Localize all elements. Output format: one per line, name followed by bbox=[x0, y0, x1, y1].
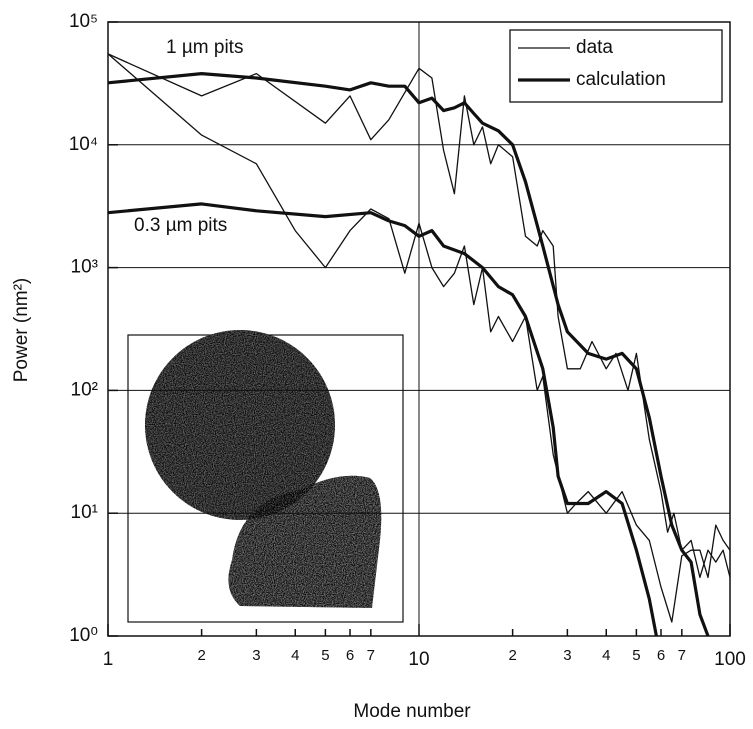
y-axis-label: Power (nm²) bbox=[11, 278, 32, 383]
legend-label: data bbox=[576, 37, 613, 58]
x-tick-label: 3 bbox=[252, 647, 260, 664]
x-tick-label: 7 bbox=[678, 647, 686, 664]
data-line bbox=[107, 72, 710, 637]
x-tick-label: 7 bbox=[367, 647, 375, 664]
y-tick-label: 10⁴ bbox=[69, 134, 98, 155]
x-tick-label: 6 bbox=[657, 647, 665, 664]
data-line bbox=[107, 53, 731, 579]
legend-box bbox=[509, 29, 723, 103]
x-tick-label: 2 bbox=[197, 647, 205, 664]
x-tick-label: 2 bbox=[508, 647, 516, 664]
x-tick-label: 1 bbox=[103, 649, 114, 670]
x-tick-label: 5 bbox=[321, 647, 329, 664]
y-tick-label: 10⁵ bbox=[69, 11, 98, 32]
legend-label: calculation bbox=[576, 69, 666, 90]
x-tick-label: 3 bbox=[563, 647, 571, 664]
x-tick-label: 4 bbox=[291, 647, 299, 664]
y-tick-label: 10² bbox=[71, 379, 98, 400]
annotation: 0.3 µm pits bbox=[134, 215, 227, 236]
x-tick-label: 6 bbox=[346, 647, 354, 664]
x-tick-label: 5 bbox=[632, 647, 640, 664]
x-tick-label: 10 bbox=[408, 649, 429, 670]
y-tick-label: 10⁰ bbox=[69, 625, 98, 646]
x-tick-label: 100 bbox=[714, 649, 746, 670]
y-tick-label: 10³ bbox=[71, 257, 98, 278]
x-tick-label: 4 bbox=[602, 647, 610, 664]
annotation: 1 µm pits bbox=[166, 37, 243, 58]
data-line bbox=[107, 53, 731, 623]
y-tick-label: 10¹ bbox=[71, 502, 98, 523]
data-line bbox=[107, 202, 658, 637]
plot-frame bbox=[107, 21, 731, 637]
inset-image bbox=[127, 330, 404, 623]
x-axis-label: Mode number bbox=[353, 701, 471, 722]
